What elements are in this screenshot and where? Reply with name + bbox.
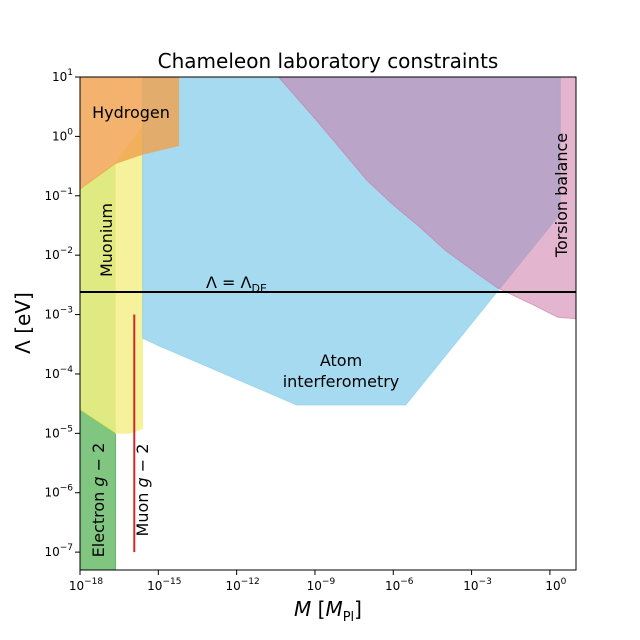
label-muonium: Muonium [97,203,116,277]
label-muon-g-2: Muon g − 2 [133,444,152,537]
tick-label: 10−18 [69,577,104,593]
label-hydrogen: Hydrogen [92,103,170,122]
tick-label: 10−5 [44,424,73,440]
tick-label: 10−12 [225,577,259,593]
constraint-regions [80,77,576,570]
tick-label: 10−1 [44,187,73,203]
tick-label: 101 [52,68,73,84]
label-torsion-balance: Torsion balance [552,133,571,258]
label-lambda-de: Λ = ΛDE [206,273,267,295]
tick-label: 10−3 [463,577,492,593]
axis-ticks: 10−18 10−15 10−12 10−9 10−6 10−3 100 10−7 10−6 10… [44,68,566,593]
region-torsion-balance [277,77,576,320]
x-axis-label: M [MPl] [294,597,362,625]
tick-label: 10−4 [44,365,73,381]
tick-label: 10−15 [147,577,181,593]
tick-label: 10−6 [385,577,414,593]
tick-label: 10−2 [44,246,73,262]
y-axis-label: Λ [eV] [11,292,35,354]
tick-label: 10−7 [44,543,73,559]
tick-label: 10−9 [307,577,336,593]
tick-label: 10−6 [44,484,73,500]
region-muonium-extended [115,124,144,434]
label-atom-line1: Atom [320,351,362,370]
tick-label: 100 [52,127,73,143]
reference-lines [80,290,576,553]
plot-frame [79,76,577,571]
region-hydrogen [80,77,180,190]
label-atom-line2: interferometry [283,372,400,391]
tick-label: 10−3 [44,306,73,322]
chart-title: Chameleon laboratory constraints [158,49,499,73]
region-labels: Hydrogen Muonium Electron g − 2 Muon g − 2 T… [89,103,571,557]
label-electron-g-2: Electron g − 2 [89,443,108,558]
tick-label: 100 [545,577,566,593]
